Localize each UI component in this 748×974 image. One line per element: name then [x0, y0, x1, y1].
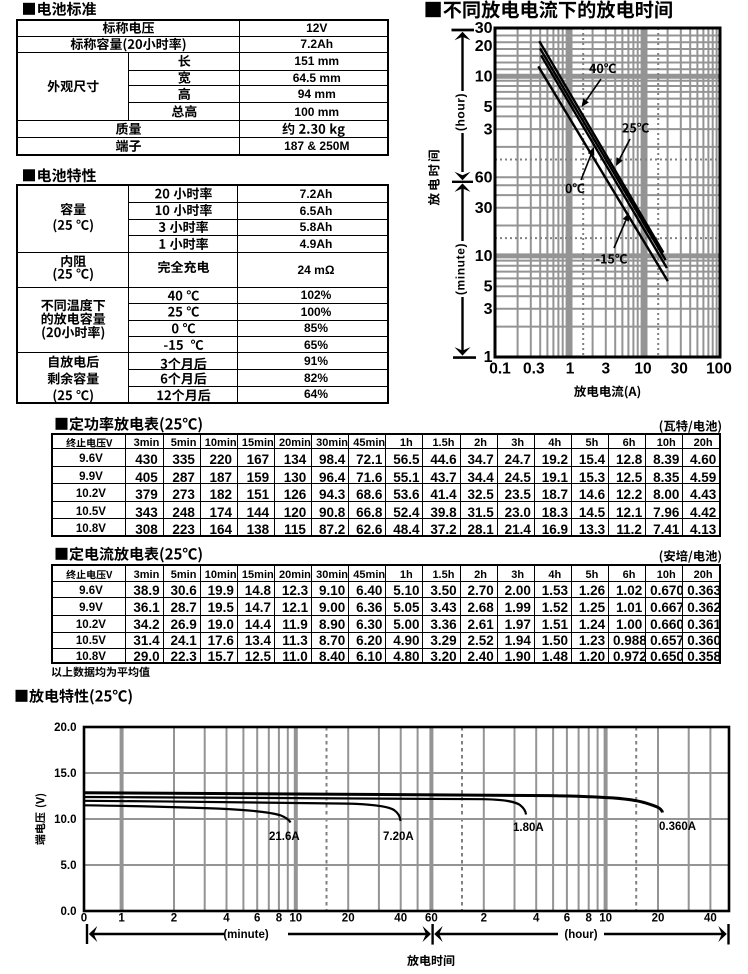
- svg-text:6: 6: [564, 913, 570, 925]
- svg-text:(minute): (minute): [223, 929, 269, 941]
- svg-text:1: 1: [118, 913, 125, 925]
- svg-text:7.20A: 7.20A: [383, 831, 414, 843]
- svg-text:10: 10: [599, 913, 612, 925]
- svg-text:2: 2: [171, 913, 177, 925]
- svg-text:40: 40: [394, 913, 407, 925]
- svg-text:5.0: 5.0: [61, 860, 77, 872]
- svg-text:3: 3: [484, 121, 493, 138]
- svg-text:2: 2: [481, 913, 487, 925]
- svg-text:20: 20: [342, 913, 355, 925]
- svg-text:30: 30: [671, 361, 688, 378]
- svg-text:(minute): (minute): [454, 243, 468, 295]
- svg-text:10: 10: [475, 248, 493, 265]
- svg-text:30: 30: [475, 20, 493, 37]
- svg-text:(hour): (hour): [564, 929, 597, 941]
- svg-text:10.0: 10.0: [54, 814, 76, 826]
- svg-text:100: 100: [706, 361, 732, 378]
- svg-text:20.0: 20.0: [54, 722, 76, 734]
- svg-text:0: 0: [81, 913, 87, 925]
- svg-text:5: 5: [484, 99, 493, 116]
- svg-text:1: 1: [484, 349, 493, 366]
- svg-text:3: 3: [484, 301, 493, 318]
- svg-text:0.0: 0.0: [61, 906, 77, 918]
- svg-text:1.80A: 1.80A: [513, 822, 544, 834]
- svg-text:40: 40: [704, 913, 717, 925]
- svg-text:0.360A: 0.360A: [659, 821, 696, 833]
- svg-text:60: 60: [425, 913, 438, 925]
- svg-text:10: 10: [475, 68, 493, 85]
- svg-text:0.3: 0.3: [523, 361, 545, 378]
- svg-text:10: 10: [289, 913, 302, 925]
- svg-text:30: 30: [475, 200, 493, 217]
- svg-text:15.0: 15.0: [54, 768, 76, 780]
- svg-text:60: 60: [475, 170, 493, 187]
- svg-text:4: 4: [533, 913, 540, 925]
- svg-text:8: 8: [276, 913, 283, 925]
- svg-text:6: 6: [254, 913, 260, 925]
- svg-text:3: 3: [601, 361, 610, 378]
- svg-text:5: 5: [484, 279, 493, 296]
- svg-text:(hour): (hour): [454, 93, 468, 131]
- svg-text:1: 1: [566, 361, 575, 378]
- svg-text:4: 4: [223, 913, 230, 925]
- svg-text:21.6A: 21.6A: [269, 831, 300, 843]
- svg-text:8: 8: [585, 913, 592, 925]
- svg-text:20: 20: [652, 913, 665, 925]
- svg-text:20: 20: [475, 38, 493, 55]
- svg-text:10: 10: [634, 361, 651, 378]
- svg-text:0.1: 0.1: [489, 361, 511, 378]
